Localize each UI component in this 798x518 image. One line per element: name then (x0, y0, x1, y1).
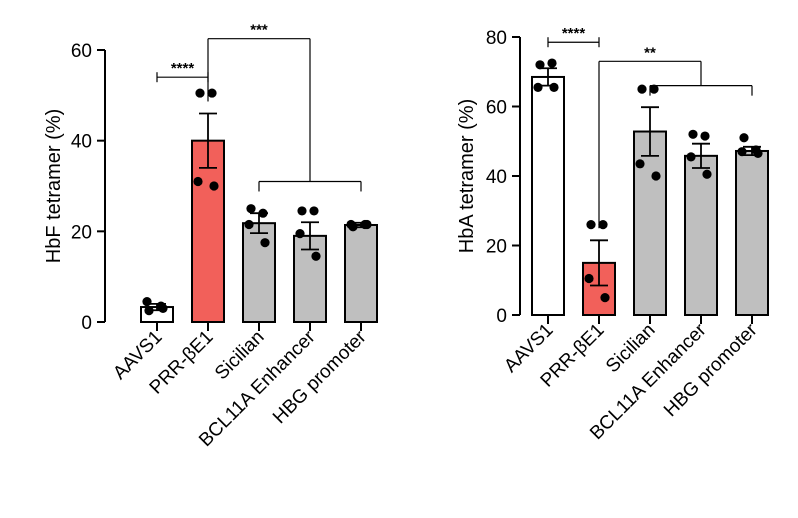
bar-aavs1 (531, 75, 565, 317)
significance-label: **** (171, 60, 195, 77)
data-point-aavs1 (535, 60, 545, 70)
bar-hbg-promoter (735, 149, 769, 316)
data-point-aavs1 (547, 58, 557, 68)
data-point-prr-e1 (193, 176, 203, 187)
data-point-sicilian (244, 219, 254, 230)
data-point-sicilian (258, 208, 268, 218)
y-tick-label: 40 (486, 167, 507, 188)
data-point-prr-e1 (195, 88, 205, 98)
significance-label: ** (644, 44, 656, 61)
data-point-bcl11a-enhancer (311, 251, 321, 261)
bar-bcl11a-enhancer (684, 154, 718, 316)
significance-label: *** (250, 22, 268, 39)
y-tick-label: 0 (496, 306, 507, 327)
data-point-prr-e1 (600, 293, 610, 303)
data-point-sicilian (651, 171, 661, 181)
category-label-hbg-promoter: HBG promoter (269, 326, 371, 428)
data-point-sicilian (260, 238, 270, 248)
data-point-prr-e1 (207, 88, 217, 98)
y-tick-label: 20 (71, 222, 92, 243)
y-tick-label: 40 (71, 132, 92, 153)
bar-sicilian (242, 222, 276, 324)
data-point-hbg-promoter (346, 219, 356, 230)
data-point-aavs1 (144, 306, 154, 316)
data-point-bcl11a-enhancer (702, 169, 712, 179)
data-point-aavs1 (142, 297, 152, 307)
data-point-sicilian (637, 84, 647, 94)
data-point-hbg-promoter (362, 219, 372, 230)
data-point-hbg-promoter (739, 133, 749, 143)
y-tick-label: 80 (486, 28, 507, 49)
data-point-bcl11a-enhancer (295, 229, 305, 239)
y-tick-label: 60 (486, 98, 507, 119)
bar-prr-e1 (191, 139, 225, 323)
category-label-hbg-promoter: HBG promoter (660, 319, 762, 421)
y-tick-label: 0 (81, 313, 92, 334)
data-point-bcl11a-enhancer (309, 206, 319, 216)
bar-hbg-promoter (344, 223, 378, 323)
y-axis-title: HbA tetramer (%) (456, 99, 478, 253)
data-point-aavs1 (158, 303, 168, 313)
data-point-sicilian (635, 159, 645, 169)
data-point-prr-e1 (586, 220, 596, 230)
y-tick-label: 20 (486, 237, 507, 258)
data-point-prr-e1 (584, 273, 594, 284)
bar-sicilian (633, 130, 667, 316)
data-point-hbg-promoter (753, 148, 763, 159)
data-point-aavs1 (549, 82, 559, 92)
data-point-hbg-promoter (737, 147, 747, 157)
data-point-bcl11a-enhancer (297, 206, 307, 216)
data-point-prr-e1 (598, 220, 608, 230)
y-axis-title: HbF tetramer (%) (43, 109, 65, 263)
data-point-sicilian (649, 84, 659, 94)
data-point-prr-e1 (209, 181, 219, 191)
data-point-bcl11a-enhancer (686, 152, 696, 162)
data-point-bcl11a-enhancer (688, 129, 698, 139)
data-point-bcl11a-enhancer (700, 131, 710, 141)
significance-label: **** (562, 25, 586, 42)
y-tick-label: 60 (71, 41, 92, 62)
data-point-sicilian (246, 204, 256, 214)
data-point-aavs1 (533, 82, 543, 92)
